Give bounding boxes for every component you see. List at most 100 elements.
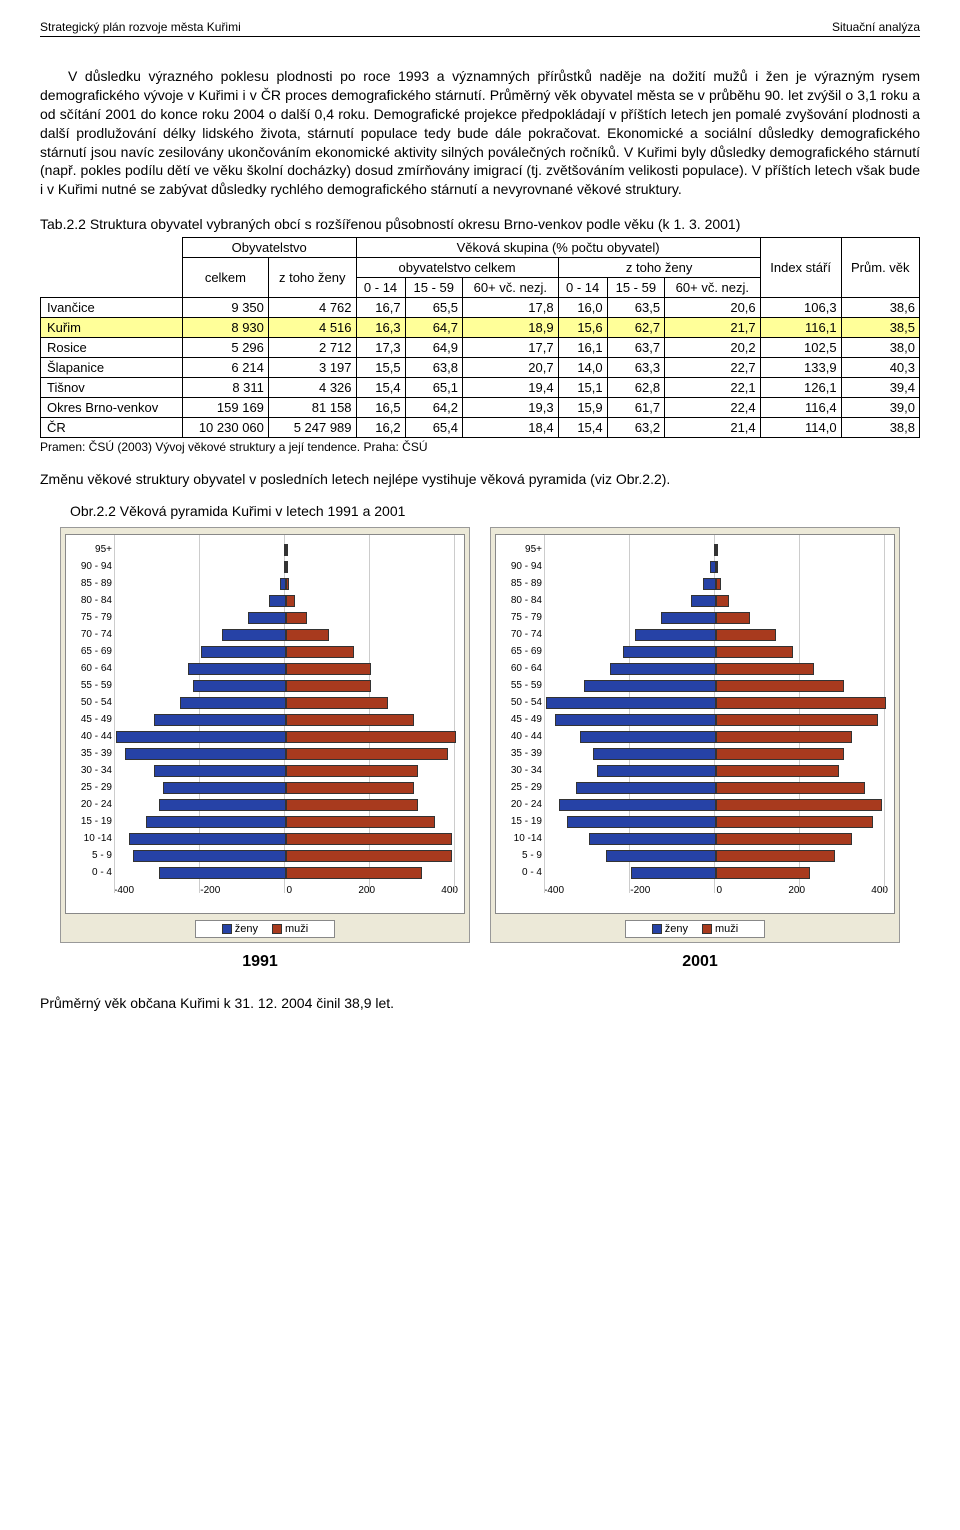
pyramid-ylabel: 0 - 4 (498, 867, 542, 878)
bar-muzi (286, 663, 371, 675)
bar-zeny (154, 714, 286, 726)
bar-zeny (129, 833, 286, 845)
th-c1b: 15 - 59 (607, 278, 664, 298)
th-index: Index stáří (760, 238, 841, 298)
intro-paragraph: V důsledku výrazného poklesu plodnosti p… (40, 67, 920, 199)
pyramid-ylabel: 90 - 94 (68, 561, 112, 572)
bar-zeny (623, 646, 717, 658)
pyramid-ylabel: 95+ (68, 544, 112, 555)
pyramid-ylabel: 10 -14 (68, 833, 112, 844)
bar-zeny (703, 578, 716, 590)
bar-zeny (546, 697, 716, 709)
bar-zeny (222, 629, 286, 641)
bar-zeny (193, 680, 287, 692)
bar-muzi (286, 833, 452, 845)
th-ztoho-zeny: z toho ženy (558, 258, 760, 278)
pyramid-ylabel: 50 - 54 (68, 697, 112, 708)
th-c2b: 60+ vč. nezj. (665, 278, 761, 298)
bar-muzi (716, 578, 721, 590)
pyramid-ylabel: 15 - 19 (68, 816, 112, 827)
bar-zeny (610, 663, 716, 675)
pyramid-ylabel: 65 - 69 (68, 646, 112, 657)
pyramid-ylabel: 45 - 49 (498, 714, 542, 725)
pyramid-ylabel: 15 - 19 (498, 816, 542, 827)
bar-muzi (286, 714, 414, 726)
bar-zeny (201, 646, 286, 658)
bar-muzi (716, 731, 852, 743)
bar-zeny (593, 748, 716, 760)
th-c0b: 0 - 14 (558, 278, 607, 298)
th-c1: 15 - 59 (405, 278, 462, 298)
table-row: Tišnov8 3114 32615,465,119,415,162,822,1… (41, 378, 920, 398)
bar-zeny (589, 833, 717, 845)
pyramid-ylabel: 30 - 34 (498, 765, 542, 776)
bar-zeny (576, 782, 716, 794)
pyramid-ylabel: 0 - 4 (68, 867, 112, 878)
pyramid-ylabel: 50 - 54 (498, 697, 542, 708)
bar-zeny (691, 595, 717, 607)
age-structure-table: Obyvatelstvo Věková skupina (% počtu oby… (40, 237, 920, 438)
pyramid-ylabel: 80 - 84 (498, 595, 542, 606)
pyramid-ylabel: 25 - 29 (68, 782, 112, 793)
table-source: Pramen: ČSÚ (2003) Vývoj věkové struktur… (40, 440, 920, 454)
bar-muzi (286, 561, 288, 573)
bar-zeny (269, 595, 286, 607)
legend-1991: ženy muži (195, 920, 335, 938)
bar-zeny (159, 867, 287, 879)
bar-zeny (133, 850, 286, 862)
bar-muzi (286, 748, 448, 760)
bar-zeny (188, 663, 286, 675)
pyramid-ylabel: 40 - 44 (498, 731, 542, 742)
pyramid-ylabel: 60 - 64 (68, 663, 112, 674)
table-row: ČR10 230 0605 247 98916,265,418,415,463,… (41, 418, 920, 438)
bar-zeny (567, 816, 716, 828)
bar-muzi (716, 663, 814, 675)
bar-zeny (597, 765, 716, 777)
legend-2001: ženy muži (625, 920, 765, 938)
bar-muzi (286, 816, 435, 828)
th-prum: Prům. věk (841, 238, 919, 298)
year-2001: 2001 (682, 953, 718, 971)
bar-muzi (716, 816, 873, 828)
bar-muzi (286, 595, 295, 607)
bar-zeny (606, 850, 717, 862)
bar-muzi (716, 833, 852, 845)
bar-muzi (286, 799, 418, 811)
bar-muzi (716, 544, 718, 556)
year-labels: 1991 2001 (40, 953, 920, 971)
table-row: Rosice5 2962 71217,364,917,716,163,720,2… (41, 338, 920, 358)
bar-muzi (716, 748, 844, 760)
bar-zeny (146, 816, 286, 828)
pyramid-2001: 95+90 - 9485 - 8980 - 8475 - 7970 - 7465… (490, 527, 900, 943)
pyramid-ylabel: 20 - 24 (498, 799, 542, 810)
th-c2: 60+ vč. nezj. (463, 278, 559, 298)
bar-muzi (716, 782, 865, 794)
th-ztoho: z toho ženy (268, 258, 356, 298)
table-row: Okres Brno-venkov159 16981 15816,564,219… (41, 398, 920, 418)
bar-muzi (286, 680, 371, 692)
pyramid-ylabel: 75 - 79 (498, 612, 542, 623)
bar-zeny (555, 714, 717, 726)
pyramid-ylabel: 35 - 39 (498, 748, 542, 759)
bar-muzi (286, 629, 329, 641)
bar-muzi (716, 595, 729, 607)
bar-zeny (661, 612, 716, 624)
pyramid-ylabel: 75 - 79 (68, 612, 112, 623)
bar-muzi (286, 612, 307, 624)
pyramids-container: 95+90 - 9485 - 8980 - 8475 - 7970 - 7465… (40, 527, 920, 943)
pyramid-ylabel: 20 - 24 (68, 799, 112, 810)
pyramid-ylabel: 40 - 44 (68, 731, 112, 742)
year-1991: 1991 (242, 953, 278, 971)
bar-muzi (286, 544, 288, 556)
bar-muzi (286, 782, 414, 794)
bar-muzi (716, 867, 810, 879)
bar-zeny (635, 629, 716, 641)
page-header: Strategický plán rozvoje města Kuřimi Si… (40, 20, 920, 37)
pyramid-ylabel: 55 - 59 (68, 680, 112, 691)
bar-muzi (716, 629, 776, 641)
pyramid-ylabel: 35 - 39 (68, 748, 112, 759)
bar-zeny (154, 765, 286, 777)
bar-muzi (716, 765, 839, 777)
th-obyvatelstvo: Obyvatelstvo (182, 238, 356, 258)
pyramid-ylabel: 70 - 74 (498, 629, 542, 640)
